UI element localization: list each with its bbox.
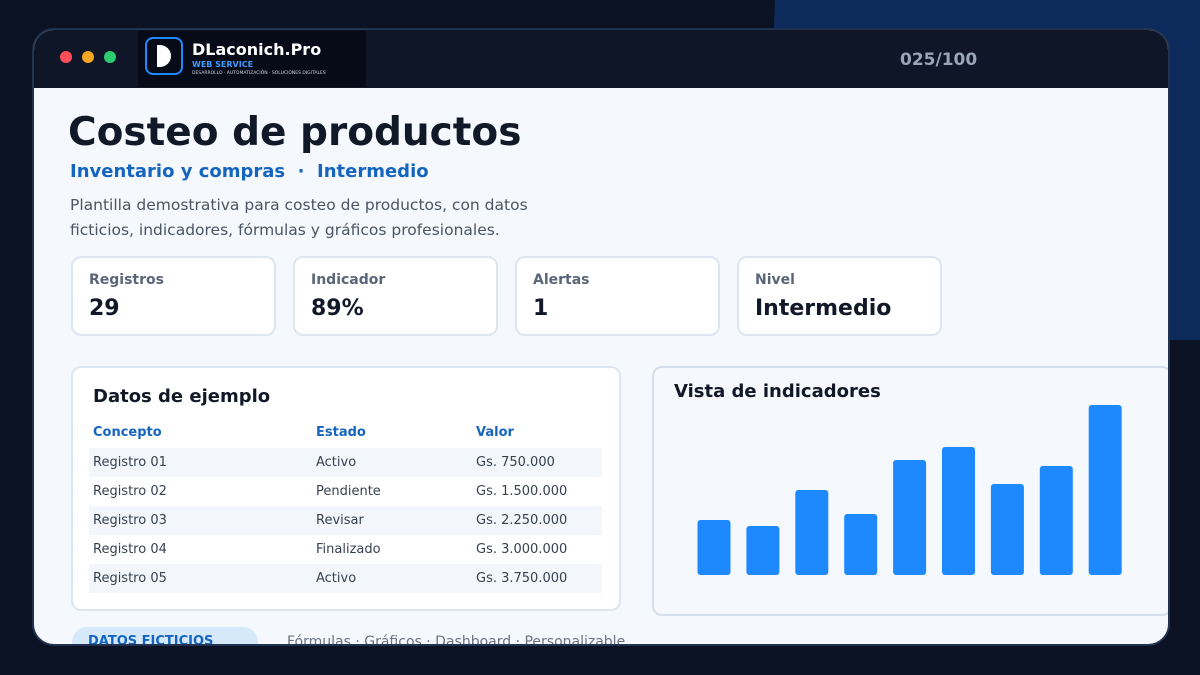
- table-cell: Registro 01: [93, 455, 167, 470]
- badge-text: DATOS FICTICIOS: [88, 634, 214, 646]
- bar: [697, 520, 731, 575]
- kpi-label: Nivel: [755, 272, 795, 288]
- bar: [942, 447, 975, 575]
- subtitle: Inventario y compras · Intermedio: [70, 161, 429, 182]
- logo: DLaconich.Pro WEB SERVICE DESARROLLO · A…: [138, 31, 366, 87]
- bar: [990, 484, 1024, 575]
- table-cell: Activo: [316, 571, 357, 586]
- row-stripe: [89, 448, 602, 477]
- window: DLaconich.Pro WEB SERVICE DESARROLLO · A…: [32, 28, 1170, 646]
- table-cell: Activo: [316, 455, 357, 470]
- minimize-dot[interactable]: [82, 51, 94, 63]
- brand: DLaconich.Pro: [192, 40, 322, 59]
- kpi-label: Indicador: [311, 272, 386, 288]
- bar: [1039, 466, 1073, 575]
- bar: [746, 526, 780, 575]
- chart-card: Vista de indicadores: [652, 366, 1168, 616]
- kpi-card: Registros 29: [71, 256, 276, 336]
- features: Fórmulas · Gráficos · Dashboard · Person…: [287, 634, 626, 646]
- page-title: Costeo de productos: [68, 110, 522, 155]
- column-header: Estado: [316, 425, 366, 440]
- column-header: Concepto: [93, 425, 162, 440]
- logo-icon: [145, 37, 183, 75]
- kpi-value: Intermedio: [755, 296, 892, 321]
- table-cell: Registro 02: [93, 484, 167, 499]
- table-cell: Gs. 1.500.000: [476, 484, 568, 499]
- chart: [697, 405, 1122, 575]
- table-cell: Registro 03: [93, 513, 167, 528]
- table-cell: Pendiente: [316, 484, 381, 499]
- badge: DATOS FICTICIOS: [72, 627, 258, 646]
- table-cell: Registro 05: [93, 571, 167, 586]
- table-title: Datos de ejemplo: [93, 386, 271, 407]
- bar: [893, 460, 927, 575]
- kpi-value: 1: [533, 296, 549, 321]
- kpi-value: 89%: [311, 296, 364, 321]
- maximize-dot[interactable]: [104, 51, 116, 63]
- bar: [1088, 405, 1122, 575]
- bar: [844, 514, 878, 575]
- row-stripe: [89, 564, 602, 593]
- column-header: Valor: [476, 425, 514, 440]
- counter: 025/100: [900, 50, 978, 70]
- kpi-label: Registros: [89, 272, 164, 288]
- table-cell: Finalizado: [316, 542, 381, 557]
- table-cell: Gs. 3.750.000: [476, 571, 568, 586]
- logo-mark: [157, 45, 171, 67]
- kpi-card: Indicador 89%: [293, 256, 498, 336]
- title-bar: DLaconich.Pro WEB SERVICE DESARROLLO · A…: [34, 30, 1168, 88]
- brand-sub: WEB SERVICE: [192, 60, 254, 69]
- chart-title: Vista de indicadores: [674, 381, 881, 402]
- table-cell: Registro 04: [93, 542, 167, 557]
- kpi-card: Nivel Intermedio: [737, 256, 942, 336]
- table-cell: Gs. 750.000: [476, 455, 555, 470]
- table-cell: Gs. 2.250.000: [476, 513, 568, 528]
- table-card: Datos de ejemplo Concepto Estado Valor Regi…: [71, 366, 621, 611]
- table-cell: Gs. 3.000.000: [476, 542, 568, 557]
- tagline: DESARROLLO · AUTOMATIZACIÓN · SOLUCIONES…: [192, 71, 326, 76]
- close-dot[interactable]: [60, 51, 72, 63]
- kpi-value: 29: [89, 296, 120, 321]
- description: Plantilla demostrativa para costeo de pr…: [70, 196, 528, 239]
- kpi-card: Alertas 1: [515, 256, 720, 336]
- table-cell: Revisar: [316, 513, 364, 528]
- bar: [795, 490, 829, 575]
- row-stripe: [89, 506, 602, 535]
- kpi-label: Alertas: [533, 272, 590, 288]
